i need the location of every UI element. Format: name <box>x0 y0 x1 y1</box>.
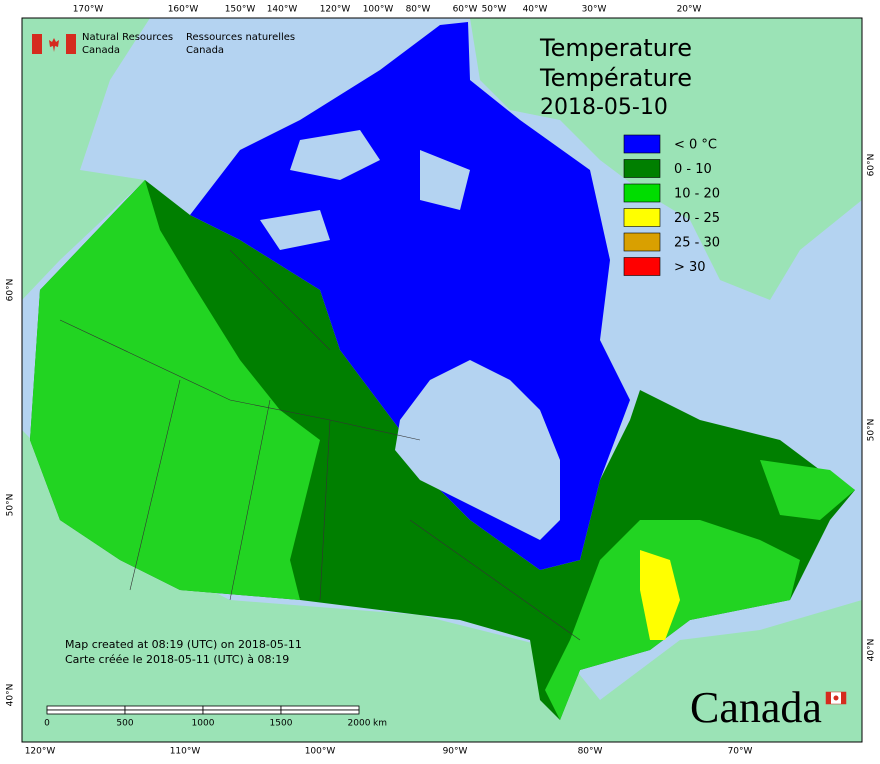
org-fr-2: Canada <box>186 45 224 56</box>
title-date: 2018-05-10 <box>540 95 668 120</box>
scale-unit: km <box>373 719 387 729</box>
org-fr: Ressources naturelles <box>186 32 295 43</box>
scale-segment <box>280 709 360 715</box>
top-label: 80°W <box>406 5 431 15</box>
top-label: 160°W <box>168 5 199 15</box>
wordmark-flag <box>825 691 847 705</box>
right-label: 50°N <box>867 419 877 442</box>
legend: < 0 °C 0 - 10 10 - 20 20 - 25 25 - 30 > 30 <box>623 134 720 276</box>
scale-segment <box>280 705 360 711</box>
legend-swatch <box>623 183 661 203</box>
legend-label: < 0 °C <box>674 138 717 153</box>
scale-label: 0 <box>44 719 50 729</box>
scale-segment <box>202 705 282 711</box>
top-label: 60°W <box>453 5 478 15</box>
scale-segment <box>46 709 126 715</box>
left-label: 50°N <box>6 494 16 517</box>
top-label: 20°W <box>677 5 702 15</box>
bottom-label: 90°W <box>443 747 468 757</box>
left-label: 60°N <box>6 279 16 302</box>
arctic-channels <box>260 130 470 250</box>
scale-segment <box>202 709 282 715</box>
top-label: 120°W <box>320 5 351 15</box>
top-label: 140°W <box>267 5 298 15</box>
scale-label: 1000 <box>192 719 215 729</box>
top-label: 30°W <box>582 5 607 15</box>
region-20-25 <box>640 550 680 640</box>
top-label: 170°W <box>73 5 104 15</box>
usa <box>22 430 862 742</box>
legend-swatch <box>623 134 661 154</box>
right-label: 40°N <box>867 639 877 662</box>
legend-swatch <box>623 208 661 227</box>
legend-label: 25 - 30 <box>674 236 720 251</box>
title-fr: Température <box>539 64 692 92</box>
borders <box>59 249 581 641</box>
legend-swatch <box>623 257 661 276</box>
greenland <box>470 18 862 300</box>
region-10-20-west <box>30 180 320 600</box>
wordmark: Canada <box>690 683 822 732</box>
top-label: 40°W <box>523 5 548 15</box>
org-en-2: Canada <box>82 45 120 56</box>
alaska <box>22 18 150 300</box>
top-label: 100°W <box>363 5 394 15</box>
scale-label: 1500 <box>270 719 293 729</box>
scale-bar: 0 500 1000 1500 2000 km <box>44 705 387 729</box>
bottom-label: 100°W <box>305 747 336 757</box>
logo <box>32 34 76 54</box>
note-fr: Carte créée le 2018-05-11 (UTC) à 08:19 <box>65 653 289 666</box>
legend-swatch <box>623 232 661 252</box>
legend-label: 10 - 20 <box>674 187 720 202</box>
top-label: 150°W <box>225 5 256 15</box>
scale-segment <box>46 705 126 711</box>
right-label: 60°N <box>867 154 877 177</box>
legend-label: > 30 <box>674 260 706 275</box>
bottom-label: 120°W <box>25 747 56 757</box>
scale-segment <box>124 705 204 711</box>
org-en: Natural Resources <box>82 32 173 43</box>
title-en: Temperature <box>539 34 692 62</box>
scale-segment <box>124 709 204 715</box>
legend-label: 0 - 10 <box>674 162 712 177</box>
legend-swatch <box>623 159 661 178</box>
graticule-labels: 170°W 160°W 150°W 140°W 120°W 100°W 80°W 60°W 50… <box>6 5 877 757</box>
region-10-20-newfoundland <box>760 460 855 520</box>
hudson-bay <box>395 360 560 540</box>
note-en: Map created at 08:19 (UTC) on 2018-05-11 <box>65 638 302 651</box>
left-label: 40°N <box>6 684 16 707</box>
scale-label: 2000 <box>348 719 371 729</box>
legend-label: 20 - 25 <box>674 211 720 226</box>
bottom-label: 110°W <box>170 747 201 757</box>
bottom-label: 70°W <box>728 747 753 757</box>
bottom-label: 80°W <box>578 747 603 757</box>
map-frame <box>21 17 863 743</box>
top-label: 50°W <box>482 5 507 15</box>
scale-label: 500 <box>116 719 133 729</box>
